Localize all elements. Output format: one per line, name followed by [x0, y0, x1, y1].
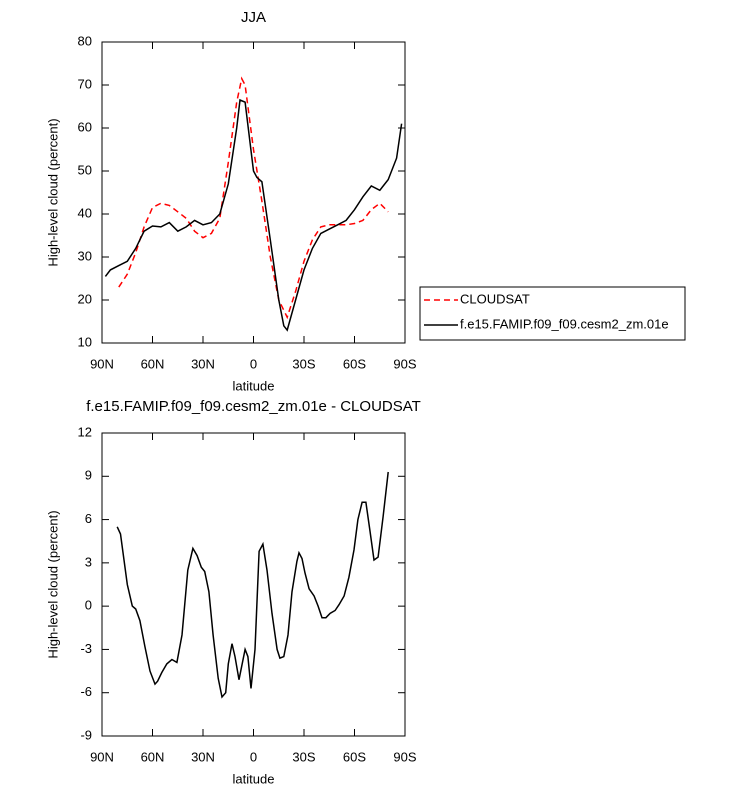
legend-label: f.e15.FAMIP.f09_f09.cesm2_zm.01e [460, 316, 669, 331]
x-tick-label: 60N [141, 749, 165, 764]
x-tick-label: 90S [393, 749, 416, 764]
y-tick-label: -6 [80, 684, 92, 699]
x-tick-label: 30N [191, 356, 215, 371]
x-tick-label: 30N [191, 749, 215, 764]
y-tick-label: -9 [80, 727, 92, 742]
x-tick-label: 90S [393, 356, 416, 371]
chart-title: f.e15.FAMIP.f09_f09.cesm2_zm.01e - CLOUD… [86, 398, 421, 415]
y-tick-label: 12 [78, 424, 92, 439]
data-line [104, 98, 403, 332]
y-tick-label: 30 [78, 248, 92, 263]
y-tick-label: 10 [78, 334, 92, 349]
y-tick-label: 6 [85, 511, 92, 526]
x-tick-label: 60S [343, 749, 366, 764]
chart-title: JJA [241, 9, 266, 26]
y-axis-label: High-level cloud (percent) [45, 510, 60, 658]
x-tick-label: 90N [90, 356, 114, 371]
y-tick-label: 0 [85, 598, 92, 613]
y-tick-label: 60 [78, 119, 92, 134]
data-line [116, 471, 389, 699]
x-tick-label: 30S [292, 356, 315, 371]
y-tick-label: 9 [85, 468, 92, 483]
x-tick-label: 30S [292, 749, 315, 764]
y-tick-label: 3 [85, 554, 92, 569]
legend-label: CLOUDSAT [460, 291, 530, 306]
y-tick-label: -3 [80, 641, 92, 656]
x-tick-label: 0 [250, 749, 257, 764]
y-tick-label: 20 [78, 291, 92, 306]
plot-frame [101, 41, 406, 344]
x-axis-label: latitude [233, 378, 275, 393]
y-axis-label: High-level cloud (percent) [45, 118, 60, 266]
y-tick-label: 40 [78, 205, 92, 220]
x-tick-label: 60N [141, 356, 165, 371]
data-line [118, 76, 389, 320]
x-tick-label: 0 [250, 356, 257, 371]
y-tick-label: 50 [78, 162, 92, 177]
plot-frame [101, 432, 406, 737]
x-axis-label: latitude [233, 771, 275, 786]
x-tick-label: 60S [343, 356, 366, 371]
y-tick-label: 70 [78, 76, 92, 91]
y-tick-label: 80 [78, 33, 92, 48]
x-tick-label: 90N [90, 749, 114, 764]
legend-frame [419, 286, 686, 341]
